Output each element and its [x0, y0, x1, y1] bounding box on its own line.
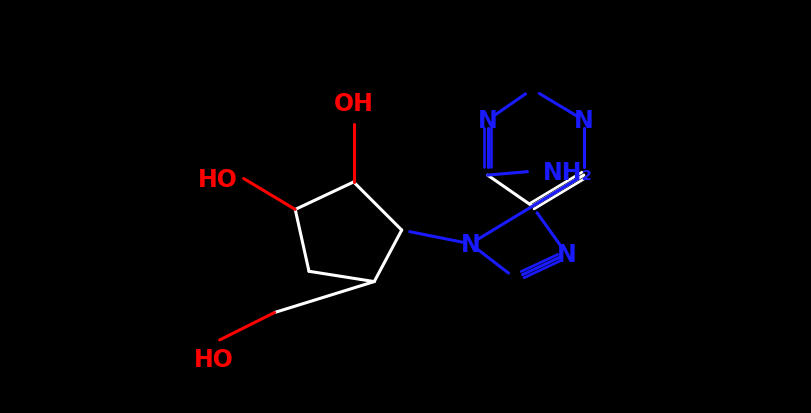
Text: N: N	[460, 232, 480, 256]
Text: OH: OH	[333, 92, 373, 116]
Text: NH₂: NH₂	[542, 160, 592, 184]
Text: N: N	[573, 109, 593, 133]
Text: N: N	[556, 242, 576, 266]
Text: N: N	[477, 109, 497, 133]
Text: HO: HO	[198, 167, 238, 191]
Text: HO: HO	[194, 347, 234, 371]
